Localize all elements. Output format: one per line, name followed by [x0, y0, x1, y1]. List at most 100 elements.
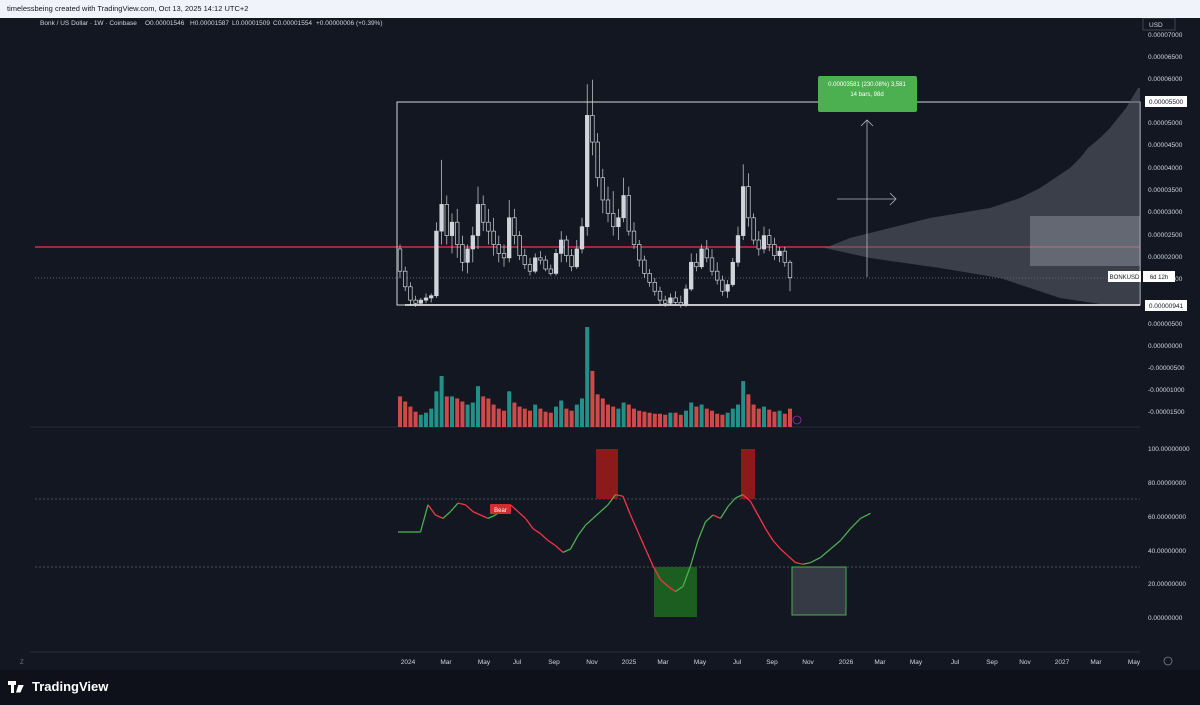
candle-body: [704, 248, 709, 259]
candle-body: [720, 279, 725, 292]
time-tick-label: 2026: [839, 659, 854, 666]
overbought-zone-2: [741, 449, 755, 499]
candle-body: [465, 248, 470, 263]
price-axis[interactable]: 0.00007000 0.00006500 0.00006000 0.00005000…: [1148, 32, 1185, 416]
volume-series: [398, 327, 792, 427]
volume-bar: [522, 408, 527, 427]
oscillator-segment: [607, 494, 617, 506]
volume-bar: [741, 381, 746, 427]
volume-bar: [585, 327, 590, 427]
volume-bar: [704, 408, 709, 427]
candle-body: [449, 221, 455, 236]
volume-bar: [481, 396, 486, 427]
candle-body: [605, 199, 611, 214]
candle-body: [408, 286, 413, 301]
candle-body: [460, 244, 465, 263]
price-tag-bottom-label: 0.00000941: [1149, 303, 1184, 310]
ohlc-change: +0.00000006 (+0.39%): [316, 20, 383, 27]
volume-bar: [673, 412, 678, 427]
oscillator-axis[interactable]: 100.00000000 80.00000000 60.00000000 40.000…: [1148, 446, 1190, 622]
volume-bar: [574, 404, 579, 427]
candle-body: [668, 297, 673, 304]
volume-bar: [450, 396, 454, 427]
timezone-icon[interactable]: Z: [20, 660, 24, 666]
price-tick-label: 0.00006500: [1148, 54, 1183, 61]
measure-line2: 14 bars, 98d: [850, 92, 883, 98]
oscillator-segment: [637, 531, 647, 550]
time-tick-label: Sep: [548, 659, 560, 666]
candle-body: [512, 217, 517, 236]
currency-badge[interactable]: [1142, 17, 1176, 31]
time-axis[interactable]: 2024 Mar May Jul Sep Nov 2025 Mar May Jul Sep Nov 20…: [401, 659, 1141, 666]
volume-bar: [569, 410, 574, 427]
candle-body: [475, 204, 481, 236]
price-tick-label: 0.00004500: [1148, 142, 1183, 149]
oscillator-segment: [795, 561, 804, 565]
volume-bar: [548, 412, 553, 427]
volume-bar: [626, 404, 631, 427]
volume-bar: [595, 394, 600, 427]
time-tick-label: Mar: [440, 659, 452, 666]
volume-bar: [767, 409, 772, 427]
forecast-zone[interactable]: [791, 566, 847, 616]
candle-body: [699, 248, 704, 268]
volume-bar: [751, 404, 756, 427]
tradingview-logo[interactable]: TradingView: [8, 679, 108, 694]
settings-gear-icon[interactable]: [1163, 656, 1173, 666]
volume-bar: [528, 410, 532, 427]
oscillator-segment: [472, 511, 481, 516]
alert-clock-icon[interactable]: [792, 415, 802, 425]
oscillator-segment: [510, 504, 519, 513]
trading-chart[interactable]: Bonk / US Dollar · 1W · Coinbase O0.0000…: [0, 17, 1200, 670]
oscillator-segment: [764, 528, 774, 541]
measure-arrow-head: [860, 119, 874, 127]
candle-body: [527, 264, 533, 272]
volume-bar: [559, 400, 564, 427]
time-tick-label: May: [910, 659, 923, 666]
candle-body: [538, 257, 543, 261]
chart-area[interactable]: Bonk / US Dollar · 1W · Coinbase O0.0000…: [0, 17, 1200, 670]
countdown-label: 6d 12h: [1150, 275, 1168, 281]
volume-bar: [694, 406, 699, 427]
price-tick-label: 0.00005000: [1148, 120, 1183, 127]
candle-body: [486, 221, 491, 232]
oscillator-segment: [705, 514, 714, 523]
volume-bar: [465, 404, 470, 427]
measure-box: [818, 76, 917, 112]
volume-bar: [408, 406, 413, 427]
volume-bar: [756, 408, 761, 427]
time-tick-label: Mar: [657, 659, 669, 666]
time-tick-label: Sep: [986, 659, 998, 666]
volume-bar: [715, 413, 720, 427]
volume-bar: [762, 406, 766, 427]
attribution-bar: timelessbeing created with TradingView.c…: [0, 0, 1200, 18]
candle-body: [455, 221, 460, 245]
oscillator-segment: [435, 514, 444, 519]
volume-bar: [678, 414, 683, 427]
countdown-tag: [1143, 271, 1175, 282]
footer: [0, 670, 1200, 705]
volume-bar: [418, 414, 423, 427]
candle-body: [569, 255, 574, 268]
volume-bar: [496, 408, 501, 427]
candle-body: [553, 253, 559, 274]
symbol-tag-label: BONKUSD: [1110, 275, 1140, 281]
oscillator-tick-label: 20.00000000: [1148, 581, 1186, 588]
oscillator-segment: [577, 524, 587, 536]
volume-bar: [403, 401, 408, 427]
oscillator-segment: [772, 540, 781, 550]
volume-bar: [507, 391, 512, 427]
price-tick-label: 0.00003500: [1148, 187, 1183, 194]
volume-bar: [788, 408, 792, 427]
volume-profile-area: [825, 88, 1140, 304]
measure-tool[interactable]: 0.00003581 (230.08%) 3,581 14 bars, 98d: [818, 76, 917, 277]
volume-bar: [564, 408, 569, 427]
oscillator-series: [398, 493, 871, 593]
time-tick-label: May: [1128, 659, 1141, 666]
time-tick-label: May: [694, 659, 707, 666]
oscillator-segment: [667, 585, 676, 593]
oscillator-segment: [562, 548, 571, 553]
ohlc-open: O0.00001546: [145, 20, 185, 27]
oscillator-segment: [660, 579, 669, 587]
oscillator-segment: [465, 504, 474, 513]
